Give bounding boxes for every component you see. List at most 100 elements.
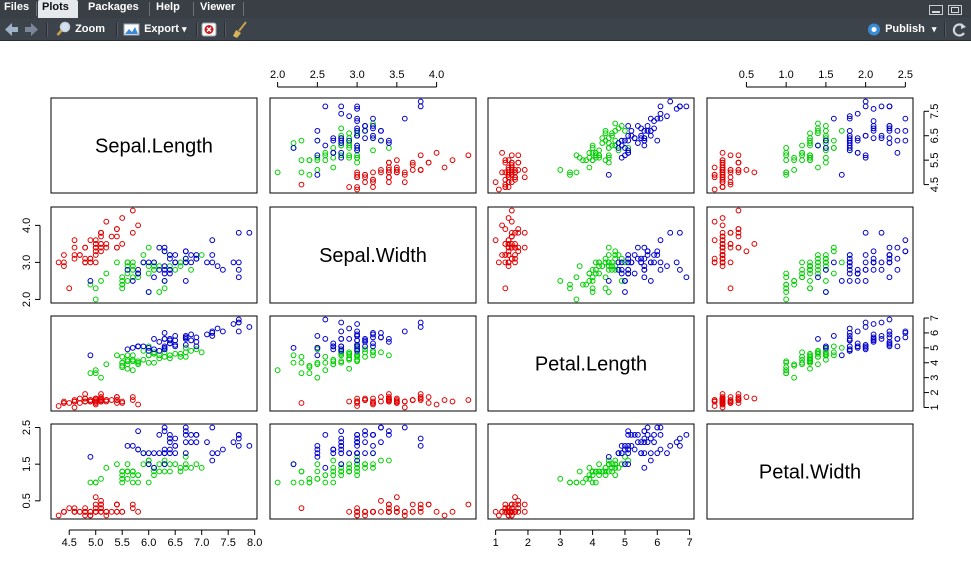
tab-help[interactable]: Help bbox=[156, 1, 180, 13]
maximize-pane-icon[interactable] bbox=[948, 5, 962, 15]
data-point bbox=[82, 259, 89, 266]
tab-packages[interactable]: Packages bbox=[88, 1, 139, 13]
data-point bbox=[135, 266, 142, 273]
data-point bbox=[322, 103, 329, 110]
clear-all-plots-button[interactable] bbox=[232, 18, 248, 41]
tick-label: 0.5 bbox=[21, 493, 33, 508]
data-point bbox=[862, 152, 869, 159]
data-point bbox=[314, 374, 321, 381]
data-point bbox=[346, 349, 353, 356]
data-point bbox=[135, 401, 142, 408]
data-point bbox=[156, 431, 163, 438]
data-point bbox=[409, 501, 416, 508]
data-point bbox=[870, 266, 877, 273]
data-point bbox=[609, 132, 615, 139]
data-point bbox=[151, 472, 157, 479]
tick-label: 4 bbox=[590, 537, 596, 549]
data-point bbox=[385, 336, 392, 342]
data-point bbox=[586, 149, 593, 156]
image-export-icon bbox=[123, 23, 140, 36]
data-point bbox=[346, 508, 353, 515]
data-point bbox=[870, 259, 877, 266]
data-point bbox=[783, 270, 790, 277]
data-point bbox=[502, 226, 509, 232]
data-point bbox=[612, 263, 619, 270]
data-point bbox=[314, 442, 321, 449]
data-point bbox=[246, 324, 253, 330]
data-point bbox=[641, 244, 648, 251]
data-point bbox=[515, 508, 522, 515]
variable-label: Sepal.Length bbox=[95, 136, 213, 158]
data-point bbox=[124, 442, 131, 449]
data-point bbox=[370, 508, 376, 515]
data-point bbox=[521, 508, 528, 515]
data-point bbox=[822, 145, 829, 151]
data-point bbox=[815, 350, 821, 357]
data-point bbox=[362, 464, 368, 471]
export-button[interactable]: Export ▾ bbox=[123, 18, 187, 41]
data-point bbox=[129, 358, 136, 365]
tick-label: 2.0 bbox=[858, 69, 873, 81]
data-point bbox=[807, 259, 813, 266]
data-point bbox=[499, 169, 505, 176]
data-point bbox=[306, 475, 313, 482]
data-point bbox=[657, 237, 664, 244]
data-point bbox=[605, 457, 612, 464]
data-point bbox=[298, 157, 305, 164]
data-point bbox=[354, 450, 361, 457]
data-point bbox=[505, 215, 512, 221]
remove-plot-button[interactable] bbox=[201, 18, 217, 41]
data-point bbox=[846, 113, 853, 120]
data-point bbox=[346, 137, 353, 144]
data-point bbox=[870, 135, 877, 142]
data-point bbox=[586, 464, 593, 471]
data-point bbox=[886, 244, 893, 251]
panel-frame bbox=[487, 423, 695, 520]
data-point bbox=[822, 147, 829, 154]
data-point bbox=[625, 149, 632, 156]
data-point bbox=[625, 446, 632, 453]
data-point bbox=[846, 270, 853, 277]
data-point bbox=[589, 274, 596, 281]
tab-files[interactable]: Files bbox=[4, 1, 30, 13]
data-point bbox=[433, 149, 440, 156]
publish-button[interactable]: Publish ▾ bbox=[866, 18, 936, 41]
data-point bbox=[172, 350, 179, 357]
data-point bbox=[151, 359, 157, 366]
data-point bbox=[354, 464, 361, 471]
data-point bbox=[98, 233, 104, 240]
data-point bbox=[71, 255, 78, 262]
data-point bbox=[878, 103, 885, 110]
data-point bbox=[557, 278, 564, 284]
panel-frame bbox=[706, 97, 914, 194]
tick-label: 2 bbox=[525, 537, 531, 549]
data-point bbox=[596, 259, 602, 266]
data-point bbox=[799, 274, 805, 281]
data-point bbox=[161, 336, 168, 342]
data-point bbox=[799, 157, 805, 164]
data-point bbox=[98, 374, 104, 381]
data-point bbox=[166, 439, 173, 446]
back-button[interactable] bbox=[3, 18, 19, 41]
data-point bbox=[354, 461, 361, 468]
data-point bbox=[354, 186, 361, 193]
tab-plots[interactable]: Plots bbox=[38, 0, 78, 18]
zoom-button[interactable]: Zoom bbox=[56, 18, 105, 41]
data-point bbox=[508, 508, 515, 515]
data-point bbox=[119, 353, 126, 360]
minimize-pane-icon[interactable] bbox=[929, 5, 943, 15]
data-point bbox=[838, 171, 845, 178]
tab-viewer[interactable]: Viewer bbox=[200, 1, 236, 13]
data-point bbox=[161, 457, 168, 464]
data-point bbox=[822, 263, 829, 270]
forward-button[interactable] bbox=[24, 18, 40, 41]
refresh-button[interactable] bbox=[951, 18, 967, 41]
data-point bbox=[647, 132, 654, 139]
data-point bbox=[870, 248, 877, 255]
data-point bbox=[362, 508, 368, 515]
data-point bbox=[370, 450, 376, 457]
data-point bbox=[886, 274, 893, 281]
data-point bbox=[98, 229, 104, 236]
data-point bbox=[370, 125, 376, 132]
data-point bbox=[354, 103, 361, 110]
